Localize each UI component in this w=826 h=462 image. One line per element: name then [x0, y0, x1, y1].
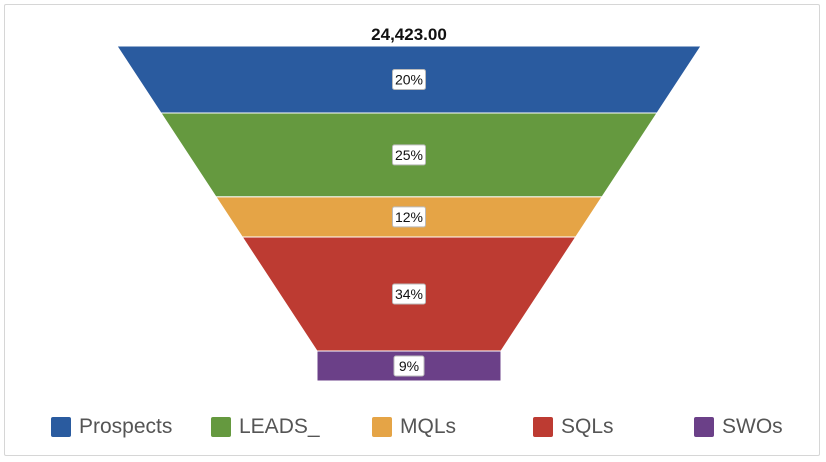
funnel-segment-sqls-label-box: [392, 283, 426, 305]
funnel-segment-mqls-percent-label: 12%: [395, 209, 423, 225]
legend-item-prospects[interactable]: Prospects: [51, 409, 172, 445]
legend-label-swos: SWOs: [722, 415, 783, 438]
funnel-segment-swos-label-box: [393, 355, 425, 377]
funnel-total-label: 24,423.00: [371, 25, 447, 44]
funnel-segment-swos-percent-label: 9%: [399, 358, 419, 374]
funnel-chart: 24,423.00 20% 25% 12% 34% 9%: [116, 25, 702, 382]
legend-swatch-mqls: [372, 417, 392, 437]
chart-frame: 24,423.00 20% 25% 12% 34% 9% Prospects LEADS…: [4, 4, 820, 456]
legend-swatch-sqls: [533, 417, 553, 437]
legend: Prospects LEADS_ MQLs SQLs SWOs: [5, 409, 821, 445]
legend-swatch-prospects: [51, 417, 71, 437]
funnel-segment-prospects-label-box: [392, 69, 426, 91]
legend-label-mqls: MQLs: [400, 415, 457, 438]
legend-item-mqls[interactable]: MQLs: [372, 409, 456, 445]
legend-label-leads: LEADS_: [239, 415, 320, 438]
funnel-segment-prospects-percent-label: 20%: [395, 72, 423, 88]
legend-item-sqls[interactable]: SQLs: [533, 409, 614, 445]
funnel-segment-sqls-percent-label: 34%: [395, 286, 423, 302]
legend-item-swos[interactable]: SWOs: [694, 409, 783, 445]
legend-swatch-swos: [694, 417, 714, 437]
funnel-segment-leads-percent-label: 25%: [395, 147, 423, 163]
legend-item-leads[interactable]: LEADS_: [211, 409, 320, 445]
legend-label-sqls: SQLs: [561, 415, 614, 438]
legend-swatch-leads: [211, 417, 231, 437]
funnel-segment-mqls-label-box: [392, 206, 426, 228]
funnel-segment-leads-label-box: [392, 144, 426, 166]
legend-label-prospects: Prospects: [79, 415, 173, 438]
